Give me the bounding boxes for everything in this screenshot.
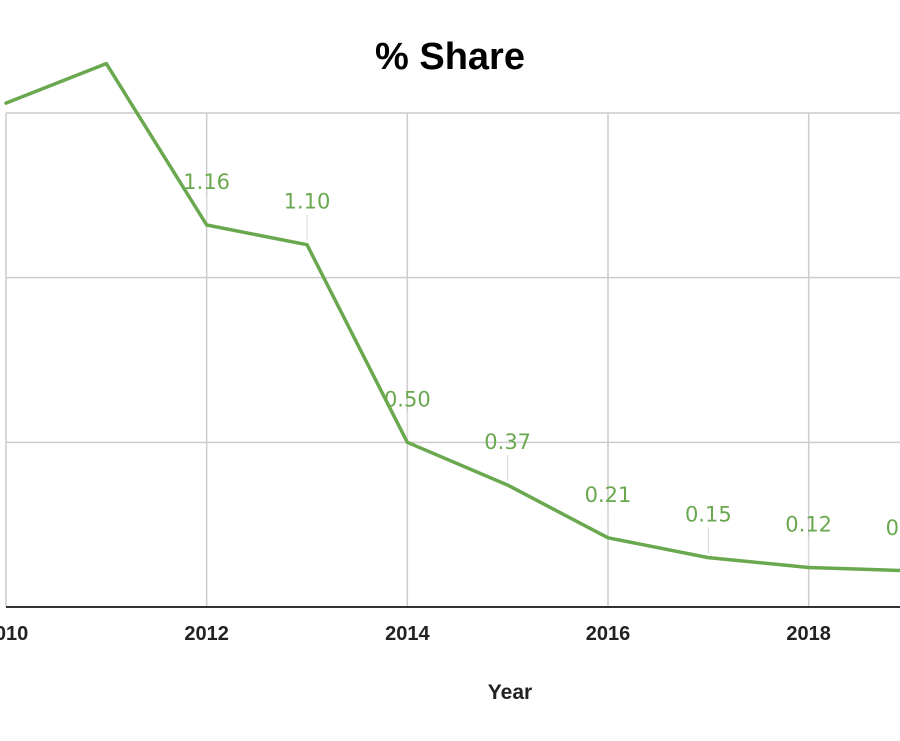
data-label: 0.37	[484, 430, 531, 454]
series-layer	[4, 61, 900, 573]
chart-title: % Share	[375, 36, 525, 78]
data-label: 0.12	[785, 512, 832, 536]
data-label: 1.16	[183, 170, 230, 194]
x-tick-label: 2012	[184, 623, 229, 645]
grid-layer	[5, 112, 900, 607]
axis-layer: 2010 2012 2014 2016 2018	[0, 606, 900, 645]
x-axis-title: Year	[488, 681, 532, 704]
x-tick-label: 2014	[385, 623, 430, 645]
data-label: 0.21	[585, 483, 632, 507]
x-tick-label: 2010	[0, 623, 28, 645]
series-line-0	[4, 61, 900, 573]
label-layer: 1.16 1.10 0.50 0.37 0.21 0.15 0.12 0.11	[183, 170, 900, 564]
x-tick-label: 2018	[786, 623, 831, 645]
data-label: 0.11	[886, 516, 900, 540]
x-tick-label: 2016	[586, 623, 631, 645]
data-label: 0.15	[685, 503, 732, 527]
data-label: 0.50	[384, 387, 431, 411]
data-label: 1.10	[284, 190, 331, 214]
